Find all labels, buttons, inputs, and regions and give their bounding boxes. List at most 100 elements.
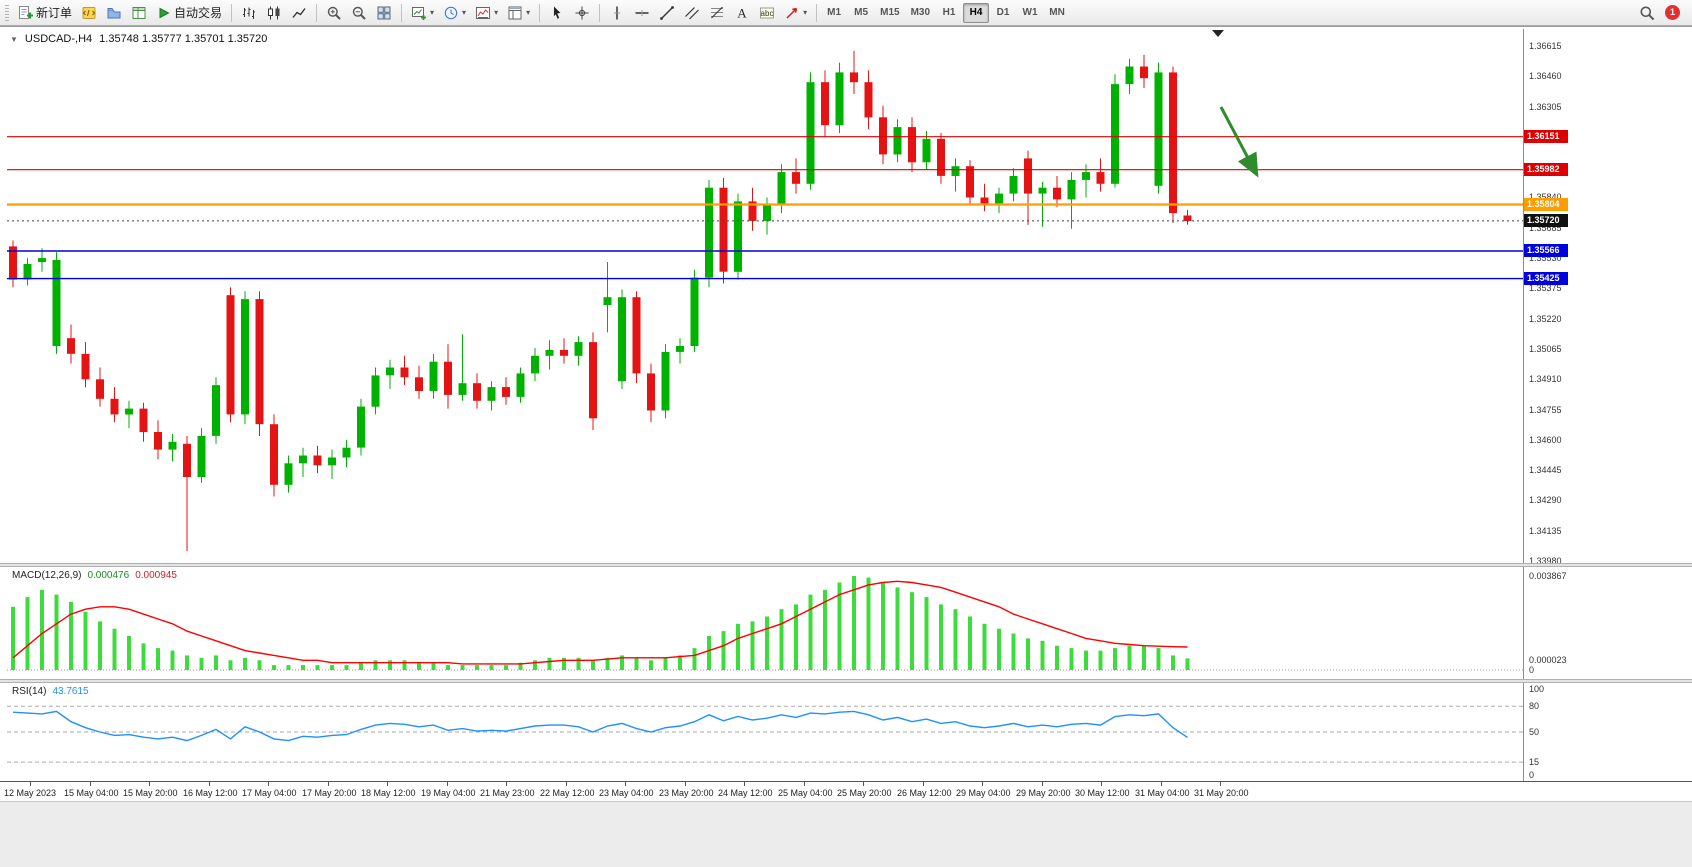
- profiles-button[interactable]: [102, 2, 126, 24]
- horizontal-line-button[interactable]: [630, 2, 654, 24]
- candles-icon: [266, 5, 282, 21]
- timeframe-m30-button[interactable]: M30: [906, 3, 935, 23]
- cursor-button[interactable]: [545, 2, 569, 24]
- time-axis[interactable]: 12 May 2023 15 May 04:00 15 May 20:00 16 Ma…: [0, 781, 1692, 801]
- toolbar-right-group: 1: [1639, 5, 1688, 21]
- macd-chart[interactable]: [7, 567, 1523, 679]
- time-axis-label: 26 May 12:00: [897, 788, 952, 798]
- toolbar-separator: [316, 3, 318, 22]
- price-axis-label: 1.34755: [1529, 405, 1562, 415]
- time-axis-tick: [447, 782, 448, 786]
- price-axis-label: 1.34290: [1529, 495, 1562, 505]
- trendline-icon: [659, 5, 675, 21]
- rsi-axis-label: 50: [1529, 727, 1540, 737]
- timeframe-d1-button[interactable]: D1: [990, 3, 1016, 23]
- data-window-button[interactable]: [127, 2, 151, 24]
- price-level-badge: 1.35720: [1524, 214, 1568, 227]
- toolbar-separator: [231, 3, 233, 22]
- line-chart-button[interactable]: [287, 2, 311, 24]
- macd-name: MACD(12,26,9): [12, 570, 82, 581]
- zoom-out-icon: [351, 5, 367, 21]
- templates-button[interactable]: ▾: [503, 2, 534, 24]
- macd-value-signal: 0.000945: [135, 570, 177, 581]
- dropdown-arrow-icon: ▾: [494, 8, 499, 17]
- fibonacci-icon: [709, 5, 725, 21]
- new-order-button[interactable]: 新订单: [14, 2, 76, 24]
- periods-button[interactable]: ▾: [439, 2, 470, 24]
- search-icon[interactable]: [1639, 5, 1655, 21]
- trendline-button[interactable]: [655, 2, 679, 24]
- price-axis-label: 1.35065: [1529, 344, 1562, 354]
- line-chart-icon: [291, 5, 307, 21]
- rsi-chart[interactable]: [7, 683, 1523, 781]
- indicators-button[interactable]: ▾: [471, 2, 502, 24]
- dropdown-arrow-icon: ▾: [803, 8, 808, 17]
- new-chart-button[interactable]: ▾: [407, 2, 438, 24]
- rsi-axis-label: 0: [1529, 770, 1535, 780]
- price-axis-label: 1.34600: [1529, 435, 1562, 445]
- timeframe-mn-button[interactable]: MN: [1044, 3, 1070, 23]
- time-axis-tick: [923, 782, 924, 786]
- toolbar-grip[interactable]: [5, 4, 9, 21]
- autotrading-button[interactable]: 自动交易: [152, 2, 226, 24]
- time-axis-label: 31 May 04:00: [1135, 788, 1190, 798]
- dropdown-arrow-icon: ▾: [526, 8, 531, 17]
- equidistant-channel-button[interactable]: [680, 2, 704, 24]
- notification-badge[interactable]: 1: [1665, 5, 1680, 20]
- oneclick-trading-toggle-icon[interactable]: ▼: [10, 34, 18, 44]
- tile-windows-button[interactable]: [372, 2, 396, 24]
- time-axis-tick: [566, 782, 567, 786]
- text-button[interactable]: A: [730, 2, 754, 24]
- new-chart-icon: [411, 5, 427, 21]
- price-level-badge: 1.35804: [1524, 198, 1568, 211]
- time-axis-label: 12 May 2023: [4, 788, 57, 798]
- time-axis-label: 17 May 20:00: [302, 788, 357, 798]
- time-axis-label: 17 May 04:00: [242, 788, 297, 798]
- timeframe-h4-button[interactable]: H4: [963, 2, 990, 23]
- chart-shift-marker: [1212, 30, 1224, 37]
- vertical-line-button[interactable]: [605, 2, 629, 24]
- zoom-in-button[interactable]: [322, 2, 346, 24]
- price-axis-label: 1.35685: [1529, 223, 1562, 233]
- fibonacci-button[interactable]: [705, 2, 729, 24]
- chart-title: ▼ USDCAD-,H4 1.35748 1.35777 1.35701 1.3…: [10, 33, 267, 45]
- zoom-out-button[interactable]: [347, 2, 371, 24]
- time-axis-tick: [863, 782, 864, 786]
- new-order-label: 新订单: [36, 6, 73, 20]
- panel-splitter[interactable]: [0, 563, 1692, 567]
- candlestick-chart[interactable]: [7, 29, 1523, 563]
- timeframe-w1-button[interactable]: W1: [1017, 3, 1043, 23]
- price-axis[interactable]: 1.366151.364601.363051.361501.359951.358…: [1523, 29, 1691, 566]
- timeframe-m1-button[interactable]: M1: [821, 3, 847, 23]
- timeframe-m15-button[interactable]: M15: [875, 3, 904, 23]
- time-axis-label: 29 May 20:00: [1016, 788, 1071, 798]
- time-axis-label: 22 May 12:00: [540, 788, 595, 798]
- chart-symbol-period: USDCAD-,H4: [24, 33, 93, 45]
- toolbar-separator: [599, 3, 601, 22]
- crosshair-button[interactable]: [570, 2, 594, 24]
- rsi-label: RSI(14) 43.7615: [12, 686, 89, 697]
- candlestick-chart-button[interactable]: [262, 2, 286, 24]
- text-label-button[interactable]: abc: [755, 2, 779, 24]
- rsi-axis: 100 80 50 15 0: [1523, 683, 1691, 781]
- new-order-icon: [18, 5, 34, 21]
- metaeditor-button[interactable]: [77, 2, 101, 24]
- dropdown-arrow-icon: ▾: [430, 8, 435, 17]
- panel-splitter[interactable]: [0, 679, 1692, 683]
- time-axis-label: 23 May 20:00: [659, 788, 714, 798]
- chart-ohlc-values: 1.35748 1.35777 1.35701 1.35720: [99, 33, 268, 45]
- rsi-axis-label: 80: [1529, 701, 1540, 711]
- clock-icon: [443, 5, 459, 21]
- price-level-badge: 1.35425: [1524, 272, 1568, 285]
- arrows-button[interactable]: ▾: [780, 2, 811, 24]
- autotrading-icon: [156, 5, 172, 21]
- timeframe-h1-button[interactable]: H1: [936, 3, 962, 23]
- time-axis-label: 18 May 12:00: [361, 788, 416, 798]
- svg-text:abc: abc: [761, 9, 774, 18]
- time-axis-label: 29 May 04:00: [956, 788, 1011, 798]
- text-label-icon: abc: [759, 5, 775, 21]
- timeframe-m5-button[interactable]: M5: [848, 3, 874, 23]
- tile-icon: [376, 5, 392, 21]
- bar-chart-button[interactable]: [237, 2, 261, 24]
